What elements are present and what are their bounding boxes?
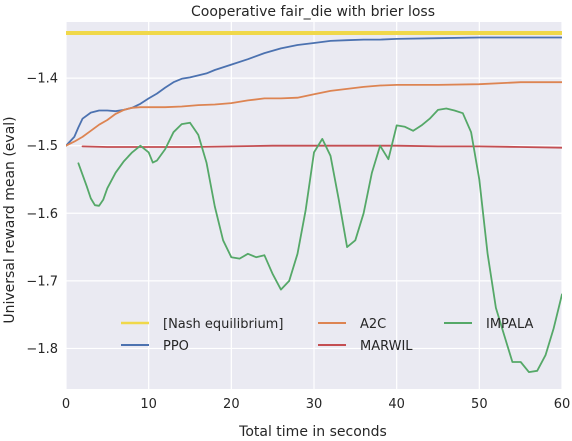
x-tick-label: 20 — [223, 397, 240, 412]
x-tick-label: 40 — [388, 397, 405, 412]
tick-labels: 0 10 20 30 40 50 60 −1.8 −1.7 −1.6 −1.5 −1.4 — [26, 72, 570, 412]
series-line-impala — [77, 107, 562, 374]
x-tick-label: 10 — [140, 397, 157, 412]
legend-label-nash-equilibrium: [Nash equilibrium] — [163, 317, 283, 332]
series-line-marwil — [81, 144, 562, 149]
x-tick-label: 60 — [554, 397, 571, 412]
y-tick-label: −1.5 — [26, 139, 58, 154]
legend-label-a2c: A2C — [360, 317, 386, 332]
y-axis-label: Universal reward mean (eval) — [2, 116, 18, 323]
legend: [Nash equilibrium] PPO A2C MARWIL IMPALA — [121, 317, 533, 354]
x-axis-label: Total time in seconds — [238, 424, 387, 440]
series-lines — [66, 31, 562, 374]
y-tick-label: −1.6 — [26, 207, 58, 222]
x-tick-label: 30 — [306, 397, 323, 412]
x-tick-label: 50 — [471, 397, 488, 412]
legend-label-ppo: PPO — [163, 339, 189, 354]
legend-label-marwil: MARWIL — [360, 339, 413, 354]
x-tick-label: 0 — [62, 397, 70, 412]
series-line-ppo — [66, 36, 562, 147]
series-line-a2c — [66, 81, 562, 147]
legend-label-impala: IMPALA — [486, 317, 533, 332]
y-tick-label: −1.7 — [26, 274, 58, 289]
y-tick-label: −1.4 — [26, 72, 58, 87]
chart-title: Cooperative fair_die with brier loss — [191, 4, 435, 20]
y-tick-label: −1.8 — [26, 342, 58, 357]
